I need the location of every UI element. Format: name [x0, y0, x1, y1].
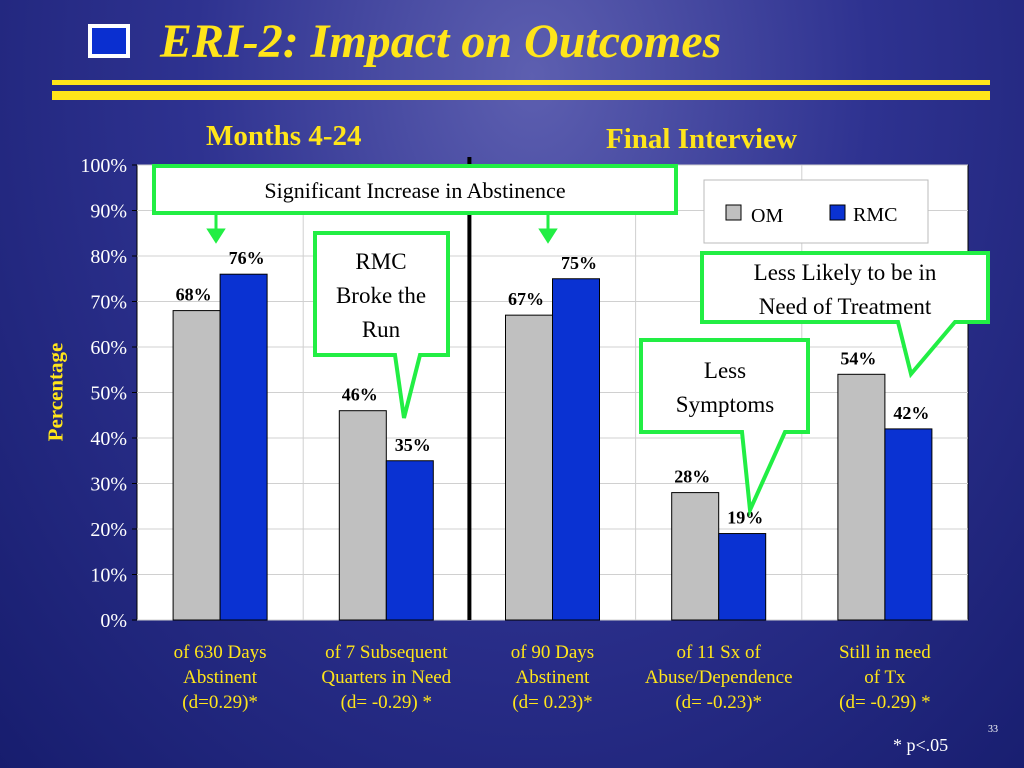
data-label: 35% — [395, 435, 431, 455]
y-tick-label: 30% — [90, 474, 127, 496]
data-label: 76% — [229, 248, 265, 268]
bar-rmc — [718, 533, 767, 621]
x-category-label-line: Abuse/Dependence — [644, 667, 793, 688]
callout-symptoms-text: Less — [704, 358, 746, 383]
callout-treatment-text: Less Likely to be in — [754, 260, 937, 285]
bar-om — [671, 492, 720, 621]
x-category-label-line: of Tx — [864, 667, 906, 688]
x-category-label-line: (d= -0.29) * — [340, 692, 433, 713]
data-label: 28% — [674, 467, 710, 487]
y-tick-label: 50% — [90, 383, 127, 405]
bar-om — [172, 310, 221, 621]
page-number: 33 — [988, 724, 998, 735]
panel-title-final: Final Interview — [606, 123, 797, 155]
bar-rmc — [219, 273, 268, 621]
callout-symptoms-text: Symptoms — [676, 392, 774, 417]
y-tick-label: 0% — [100, 610, 127, 632]
title-square-icon — [88, 24, 130, 58]
data-label: 19% — [727, 508, 763, 528]
x-category-label-line: (d=0.29)* — [182, 692, 258, 713]
callout-treatment-text: Need of Treatment — [759, 294, 932, 319]
callout-run-text: Run — [362, 317, 401, 342]
x-category-label-line: of 7 Subsequent — [325, 642, 448, 663]
footnote: * p<.05 — [893, 735, 949, 755]
y-tick-label: 70% — [90, 292, 127, 314]
slide-title: ERI-2: Impact on Outcomes — [160, 15, 722, 68]
x-category-label-line: Abstinent — [515, 667, 590, 688]
x-category-label: of 90 Days Abstinent (d= 0.23)* — [458, 640, 648, 715]
x-category-label-line: Still in need — [838, 642, 931, 663]
x-category-label-line: (d= -0.29) * — [839, 692, 931, 713]
data-label: 67% — [508, 289, 544, 309]
y-tick-label: 60% — [90, 337, 127, 359]
callout-run-text: RMC — [355, 249, 406, 274]
x-category-label-line: Abstinent — [183, 667, 258, 688]
callout-treatment — [700, 251, 990, 379]
legend-label-rmc: RMC — [853, 204, 897, 226]
panel-title-months: Months 4-24 — [206, 120, 362, 152]
callout-run-text: Broke the — [336, 283, 426, 308]
x-category-label: of 630 Days Abstinent (d=0.29)* — [125, 640, 315, 715]
y-tick-label: 40% — [90, 428, 127, 450]
data-label: 75% — [561, 253, 597, 273]
callout-symptoms — [639, 338, 810, 518]
data-label: 68% — [176, 285, 212, 305]
arrow-left — [206, 213, 226, 244]
x-category-label-line: of 90 Days — [510, 642, 595, 663]
legend-swatch-rmc — [829, 204, 846, 221]
x-category-label: of 7 Subsequent Quarters in Need (d= -0.29… — [291, 640, 481, 715]
x-category-label-line: (d= 0.23)* — [512, 692, 593, 713]
y-tick-label: 10% — [90, 565, 127, 587]
bar-rmc — [884, 428, 933, 621]
x-category-label-line: of 11 Sx of — [676, 642, 761, 663]
bar-rmc — [385, 460, 434, 621]
callout-abstinence — [152, 164, 678, 215]
x-category-label-line: (d= -0.23)* — [675, 692, 763, 713]
y-tick-label: 90% — [90, 201, 127, 223]
title-rule-bottom — [52, 91, 990, 100]
y-tick-label: 20% — [90, 519, 127, 541]
bar-om — [505, 314, 553, 621]
x-category-label-line: of 630 Days — [173, 642, 267, 663]
bar-om — [837, 373, 886, 621]
x-category-label-line: Quarters in Need — [321, 667, 452, 688]
bar-rmc — [552, 278, 600, 621]
data-label: 42% — [893, 403, 929, 423]
legend-swatch-om — [725, 204, 742, 221]
data-label: 46% — [342, 385, 378, 405]
callout-abstinence-text: Significant Increase in Abstinence — [264, 178, 565, 203]
x-category-label: of 11 Sx of Abuse/Dependence (d= -0.23)* — [624, 640, 814, 715]
legend-label-om: OM — [751, 205, 783, 227]
callout-run — [313, 231, 450, 419]
arrow-right — [538, 213, 558, 244]
y-tick-label: 100% — [80, 155, 127, 177]
bar-om — [338, 410, 387, 621]
x-category-label: Still in need of Tx (d= -0.29) * — [790, 640, 980, 715]
data-label: 54% — [840, 348, 876, 368]
y-tick-label: 80% — [90, 246, 127, 268]
title-rule-top — [52, 80, 990, 85]
